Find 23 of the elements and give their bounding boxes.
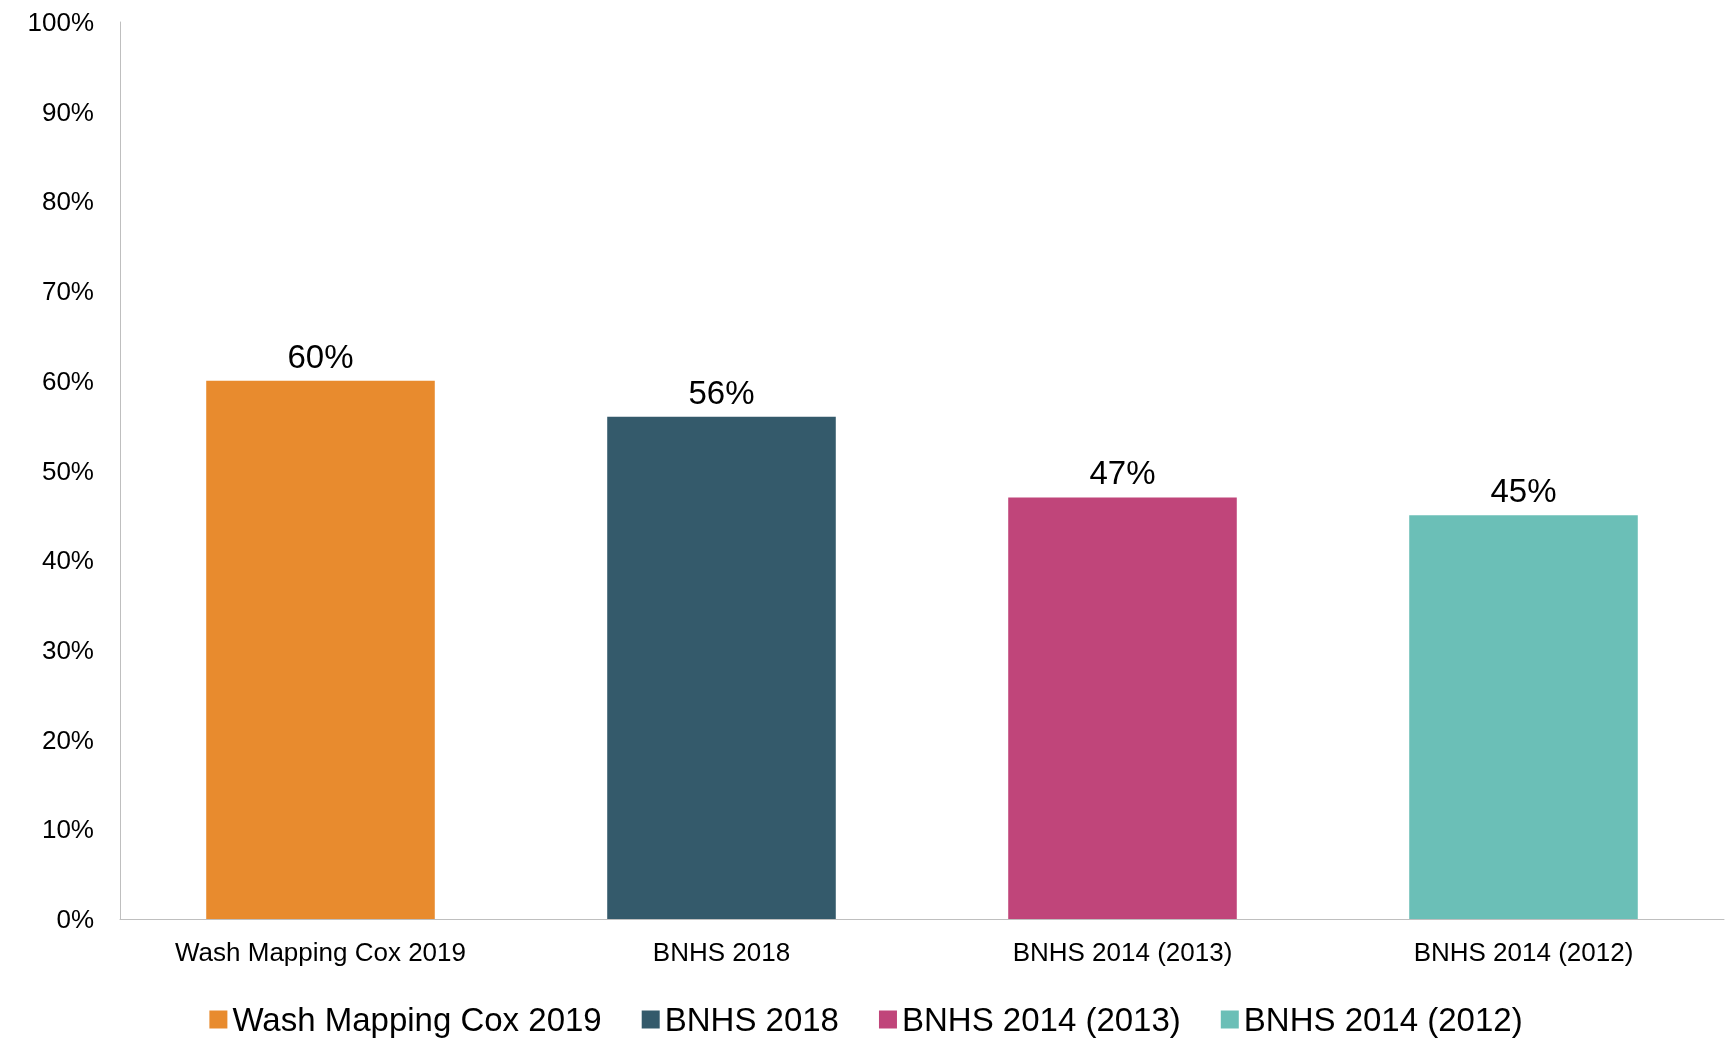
x-tick-label: BNHS 2014 (2013) — [1012, 937, 1233, 967]
data-label: 47% — [1089, 454, 1156, 492]
x-tick-label: BNHS 2014 (2012) — [1413, 937, 1634, 967]
y-tick-label: 80% — [41, 186, 94, 217]
y-tick-label: 40% — [41, 545, 94, 576]
y-tick-label: 100% — [27, 7, 94, 37]
data-label: 45% — [1490, 472, 1557, 510]
y-tick-label: 0% — [56, 904, 94, 934]
legend-label: BNHS 2014 (2013) — [901, 1001, 1181, 1038]
y-tick-label: 90% — [41, 96, 94, 127]
y-tick-label: 20% — [41, 724, 94, 755]
x-tick-label: Wash Mapping Cox 2019 — [175, 937, 466, 967]
legend-label: Wash Mapping Cox 2019 — [232, 1001, 602, 1038]
y-tick-label: 60% — [41, 365, 94, 396]
y-tick-label: 70% — [41, 276, 94, 307]
x-tick-label: BNHS 2018 — [652, 937, 791, 967]
data-label: 60% — [287, 337, 354, 375]
y-tick-label: 50% — [41, 455, 94, 486]
data-label: 56% — [688, 373, 755, 411]
y-tick-label: 10% — [41, 814, 94, 845]
legend-label: BNHS 2014 (2012) — [1243, 1001, 1523, 1038]
legend-label: BNHS 2018 — [664, 1001, 839, 1038]
y-tick-label: 30% — [41, 634, 94, 665]
